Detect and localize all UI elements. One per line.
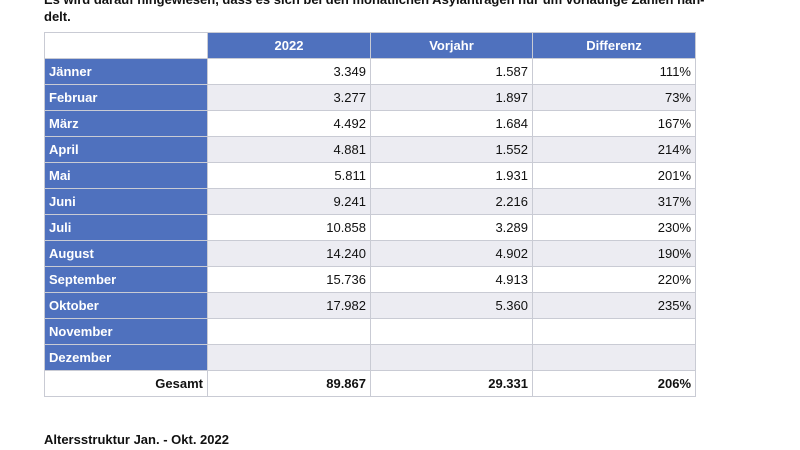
cell: 220%: [532, 266, 696, 293]
table-row: September 15.736 4.913 220%: [44, 266, 696, 293]
cell: 1.931: [370, 162, 533, 189]
row-label: Jänner: [44, 58, 208, 85]
header-cell: Differenz: [532, 32, 696, 59]
cell: 201%: [532, 162, 696, 189]
row-label: Dezember: [44, 344, 208, 371]
section-heading: Altersstruktur Jan. - Okt. 2022: [44, 432, 229, 447]
cell: 5.360: [370, 292, 533, 319]
cell: 14.240: [207, 240, 371, 267]
cell: 3.289: [370, 214, 533, 241]
cell: [370, 344, 533, 371]
data-table: 2022 Vorjahr Differenz Jänner 3.349 1.587 111…: [44, 32, 696, 397]
intro-line: delt.: [44, 9, 71, 24]
row-label: April: [44, 136, 208, 163]
table-body: Jänner 3.349 1.587 111% Februar 3.277 1.897 73%…: [44, 58, 696, 397]
cell: 9.241: [207, 188, 371, 215]
table-row: Juni 9.241 2.216 317%: [44, 188, 696, 215]
cell: 1.587: [370, 58, 533, 85]
cell: 2.216: [370, 188, 533, 215]
total-cell: 29.331: [370, 370, 533, 397]
row-label: Juli: [44, 214, 208, 241]
cell: 214%: [532, 136, 696, 163]
row-label: Februar: [44, 84, 208, 111]
cell: 4.913: [370, 266, 533, 293]
header-cell: [44, 32, 208, 59]
row-label: August: [44, 240, 208, 267]
total-label: Gesamt: [44, 370, 208, 397]
table-row: Februar 3.277 1.897 73%: [44, 84, 696, 111]
cell: 1.684: [370, 110, 533, 137]
cell: 167%: [532, 110, 696, 137]
header-cell: Vorjahr: [370, 32, 533, 59]
row-label: Oktober: [44, 292, 208, 319]
table-row: März 4.492 1.684 167%: [44, 110, 696, 137]
cell: 1.552: [370, 136, 533, 163]
table-row: Jänner 3.349 1.587 111%: [44, 58, 696, 85]
table-row: Oktober 17.982 5.360 235%: [44, 292, 696, 319]
table-head: 2022 Vorjahr Differenz: [44, 32, 696, 59]
cell: 3.349: [207, 58, 371, 85]
cell: 4.902: [370, 240, 533, 267]
cell: [370, 318, 533, 345]
row-label: September: [44, 266, 208, 293]
cell: 235%: [532, 292, 696, 319]
cell: 4.881: [207, 136, 371, 163]
header-cell: 2022: [207, 32, 371, 59]
cell: 73%: [532, 84, 696, 111]
cell: 1.897: [370, 84, 533, 111]
table-row: Dezember: [44, 344, 696, 371]
cell: 3.277: [207, 84, 371, 111]
header-row: 2022 Vorjahr Differenz: [44, 32, 696, 59]
cell: 10.858: [207, 214, 371, 241]
table-row: November: [44, 318, 696, 345]
table-row: April 4.881 1.552 214%: [44, 136, 696, 163]
cell: [207, 318, 371, 345]
cell: 111%: [532, 58, 696, 85]
table-row: August 14.240 4.902 190%: [44, 240, 696, 267]
cell: 17.982: [207, 292, 371, 319]
total-cell: 206%: [532, 370, 696, 397]
row-label: März: [44, 110, 208, 137]
cell: 317%: [532, 188, 696, 215]
cell: 15.736: [207, 266, 371, 293]
cell: [207, 344, 371, 371]
table-row: Juli 10.858 3.289 230%: [44, 214, 696, 241]
row-label: Juni: [44, 188, 208, 215]
cell: [532, 344, 696, 371]
cell: 230%: [532, 214, 696, 241]
cell: 190%: [532, 240, 696, 267]
total-row: Gesamt 89.867 29.331 206%: [44, 370, 696, 397]
row-label: Mai: [44, 162, 208, 189]
cell: [532, 318, 696, 345]
intro-text: Es wird darauf hingewiesen, dass es sich…: [44, 0, 744, 25]
cell: 4.492: [207, 110, 371, 137]
total-cell: 89.867: [207, 370, 371, 397]
cell: 5.811: [207, 162, 371, 189]
row-label: November: [44, 318, 208, 345]
intro-line: Es wird darauf hingewiesen, dass es sich…: [44, 0, 744, 8]
table-row: Mai 5.811 1.931 201%: [44, 162, 696, 189]
